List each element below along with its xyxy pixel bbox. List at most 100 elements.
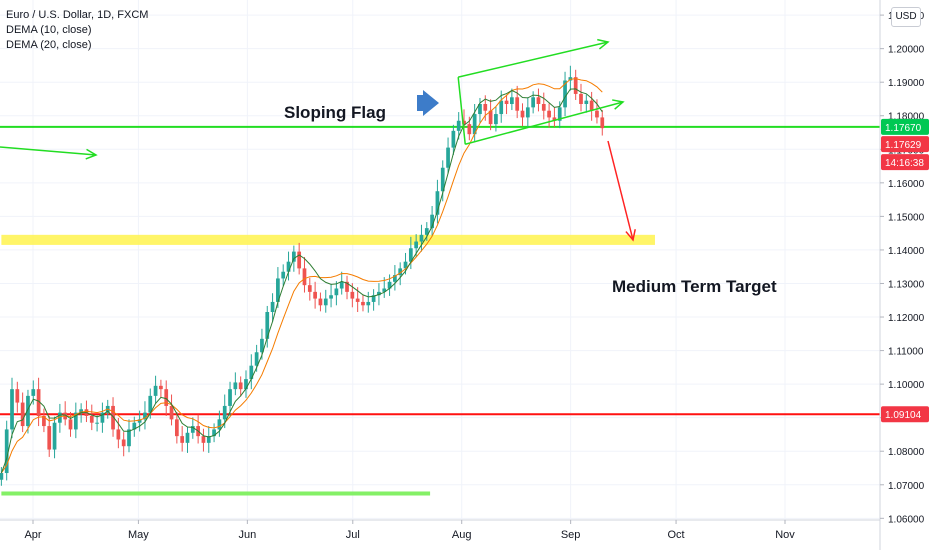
- candle-body: [159, 385, 163, 390]
- candle-body: [329, 295, 333, 299]
- candle-body: [387, 281, 392, 289]
- left-green-arrow-head: [85, 148, 98, 160]
- candle-body: [350, 291, 355, 299]
- time-tick-label: Nov: [775, 529, 795, 541]
- flag-channel: [457, 77, 466, 145]
- candle-body: [462, 120, 466, 125]
- candle-body: [15, 389, 20, 403]
- candle-body: [228, 389, 232, 406]
- candle-body: [47, 426, 52, 450]
- candle-body: [334, 288, 339, 296]
- candle-body: [148, 395, 153, 413]
- dema-20-line: [0, 78, 603, 474]
- candle-body: [281, 271, 286, 279]
- price-tick-label: 1.12000: [888, 313, 925, 324]
- candle-body: [153, 385, 158, 396]
- flag-lower-arrow-shaft: [465, 101, 624, 145]
- candle-body: [456, 120, 461, 131]
- chart-legend: Euro / U.S. Dollar, 1D, FXCM DEMA (10, c…: [6, 8, 148, 53]
- blue-arrow-shape: [417, 90, 439, 116]
- candle-body: [430, 214, 434, 229]
- time-tick-label: Aug: [452, 529, 472, 541]
- candle-body: [345, 281, 349, 292]
- candle-body: [73, 412, 78, 430]
- candle-body: [589, 100, 594, 111]
- candle-body: [600, 117, 605, 129]
- candle-body: [446, 147, 450, 168]
- candle-body: [58, 412, 62, 423]
- candle-body: [42, 416, 46, 427]
- flag-left-edge: [457, 77, 466, 145]
- candle-body: [169, 405, 174, 420]
- candle-body: [4, 429, 9, 474]
- red-level-badge[interactable]: 1.09104: [881, 406, 929, 423]
- green-level-badge-text: 1.17670: [885, 123, 922, 134]
- candle-body: [89, 416, 94, 423]
- target-label: Medium Term Target: [612, 277, 777, 296]
- candle-body: [174, 419, 179, 437]
- price-tick-label: 1.06000: [888, 514, 925, 525]
- time-tick-label: Oct: [668, 529, 685, 541]
- candle-body: [552, 117, 557, 121]
- candle-body: [371, 295, 376, 302]
- candle-body: [515, 97, 520, 111]
- candle-body: [31, 389, 36, 396]
- currency-button[interactable]: USD: [891, 7, 921, 27]
- price-tick-label: 1.08000: [888, 447, 925, 458]
- candle-body: [584, 100, 589, 104]
- candle-body: [323, 298, 328, 306]
- symbol-title[interactable]: Euro / U.S. Dollar, 1D, FXCM: [6, 9, 149, 21]
- price-tick-label: 1.14000: [888, 246, 925, 257]
- red-level-badge-bg: [881, 406, 929, 423]
- yellow-zone: [1, 234, 655, 245]
- countdown-badge-bg: [881, 154, 929, 171]
- candle-body: [206, 436, 211, 443]
- candle-body: [393, 275, 397, 282]
- candle-body: [233, 382, 238, 390]
- candle-body: [307, 285, 312, 292]
- candle-body: [121, 439, 126, 447]
- candle-body: [440, 167, 445, 192]
- countdown-badge-text: 14:16:38: [885, 158, 924, 169]
- candle-body: [111, 405, 115, 430]
- candle-body: [222, 405, 227, 420]
- blue-pointer-arrow: [417, 90, 439, 116]
- candle-body: [302, 268, 307, 286]
- flag-lower-arrow-head: [612, 99, 625, 110]
- candle-body: [116, 429, 121, 440]
- time-tick-label: Jun: [238, 529, 256, 541]
- candle-body: [217, 419, 222, 430]
- last-price-badge[interactable]: 1.17629: [881, 136, 929, 153]
- flag-upper-arrow: [458, 38, 610, 78]
- candle-body: [483, 104, 488, 111]
- price-tick-label: 1.19000: [888, 78, 925, 89]
- candle-body: [52, 422, 57, 450]
- dema-10-line: [0, 88, 603, 474]
- flag-upper-arrow-shaft: [458, 41, 609, 78]
- candle-body: [286, 261, 291, 272]
- candle-body: [382, 288, 387, 292]
- green-level-badge[interactable]: 1.17670: [881, 118, 929, 135]
- countdown-badge[interactable]: 14:16:38: [881, 154, 929, 171]
- last-price-badge-text: 1.17629: [885, 140, 922, 151]
- candle-body: [164, 389, 169, 406]
- candle-body: [536, 97, 541, 104]
- candle-body: [557, 107, 562, 121]
- price-tick-label: 1.15000: [888, 212, 925, 223]
- levels: [0, 125, 880, 416]
- candles: [0, 65, 605, 486]
- candle-body: [366, 301, 371, 306]
- candle-body: [355, 298, 360, 302]
- candle-body: [137, 419, 142, 423]
- candle-body: [510, 97, 514, 104]
- candle-body: [190, 426, 195, 433]
- indicator-dema-10[interactable]: DEMA (10, close): [6, 24, 92, 36]
- price-tick-label: 1.18000: [888, 112, 925, 123]
- candle-body: [260, 338, 264, 353]
- candle-body: [201, 436, 206, 443]
- target-arrow-head: [625, 229, 636, 242]
- left-green-arrow-shaft: [0, 146, 97, 156]
- indicator-dema-20[interactable]: DEMA (20, close): [6, 39, 92, 51]
